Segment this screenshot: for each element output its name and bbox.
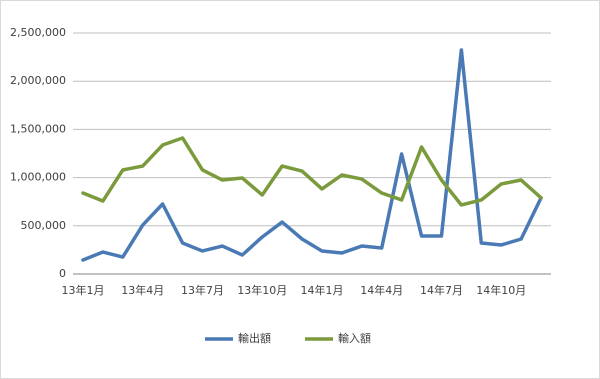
x-tick-label: 14年7月 xyxy=(420,283,463,297)
legend-label: 輸出額 xyxy=(238,331,271,345)
y-tick-label: 2,500,000 xyxy=(10,26,66,39)
y-tick-label: 0 xyxy=(59,267,66,280)
series-line xyxy=(81,136,543,207)
y-tick-label: 1,500,000 xyxy=(10,122,66,135)
x-tick-label: 14年1月 xyxy=(300,283,343,297)
y-tick-label: 1,000,000 xyxy=(10,171,66,184)
x-tick-label: 13年4月 xyxy=(121,283,164,297)
legend-label: 輸入額 xyxy=(338,331,371,345)
series-line xyxy=(81,48,543,262)
x-tick-label: 13年7月 xyxy=(181,283,224,297)
y-tick-label: 500,000 xyxy=(21,219,67,232)
x-tick-label: 13年10月 xyxy=(237,283,287,297)
y-tick-label: 2,000,000 xyxy=(10,74,66,87)
x-tick-label: 13年1月 xyxy=(61,283,104,297)
x-tick-label: 14年4月 xyxy=(360,283,403,297)
x-tick-label: 14年10月 xyxy=(476,283,526,297)
